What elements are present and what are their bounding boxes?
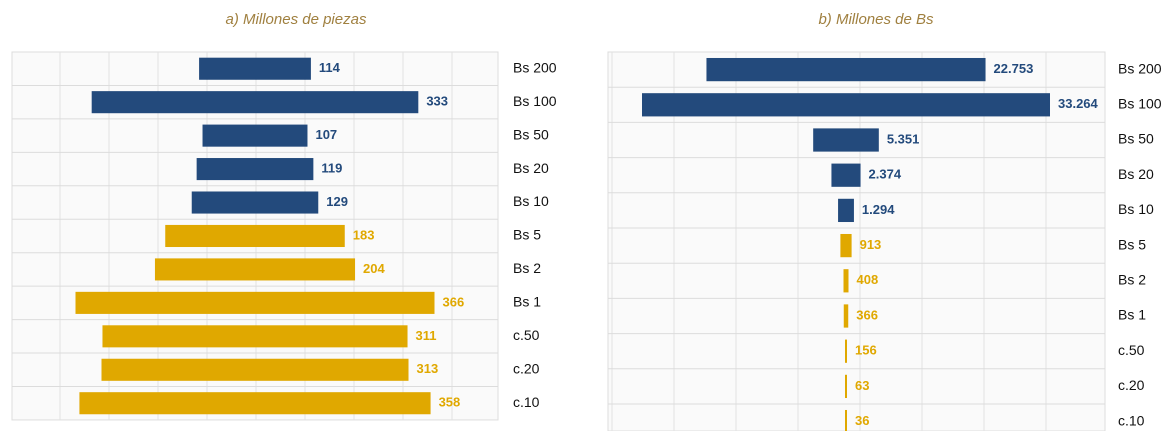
value-label: 204 <box>363 261 385 276</box>
value-label: 358 <box>439 395 461 410</box>
category-label: Bs 10 <box>513 193 549 209</box>
bar <box>202 124 308 147</box>
bar <box>845 374 847 399</box>
category-label: Bs 50 <box>1118 131 1154 147</box>
bar <box>75 291 435 314</box>
bar <box>199 57 311 80</box>
chart-title: a) Millones de piezas <box>226 11 367 28</box>
bar <box>845 409 847 431</box>
category-label: c.50 <box>513 327 540 343</box>
value-label: 107 <box>315 127 337 142</box>
bar <box>840 233 852 258</box>
bar <box>845 339 847 363</box>
value-label: 366 <box>443 294 465 309</box>
value-label: 366 <box>856 307 878 322</box>
bar <box>191 191 319 214</box>
category-label: c.50 <box>1118 342 1145 358</box>
category-label: c.20 <box>1118 377 1145 393</box>
bar <box>642 93 1050 117</box>
value-label: 63 <box>855 378 869 393</box>
value-label: 156 <box>855 343 877 358</box>
bar <box>102 325 408 348</box>
category-label: c.20 <box>513 360 540 376</box>
bar <box>91 91 419 114</box>
category-label: Bs 10 <box>1118 201 1154 217</box>
bar <box>79 392 431 415</box>
category-label: Bs 5 <box>1118 236 1146 252</box>
category-label: Bs 50 <box>513 126 549 142</box>
value-label: 183 <box>353 227 375 242</box>
category-label: Bs 1 <box>513 294 541 310</box>
chart-title: b) Millones de Bs <box>818 11 934 28</box>
category-label: Bs 20 <box>513 160 549 176</box>
value-label: 913 <box>860 237 882 252</box>
bar <box>196 158 314 181</box>
value-label: 5.351 <box>887 131 920 146</box>
category-label: Bs 5 <box>513 227 541 243</box>
bar <box>843 269 849 293</box>
value-label: 1.294 <box>862 202 895 217</box>
value-label: 36 <box>855 413 869 428</box>
category-label: Bs 2 <box>513 260 541 276</box>
value-label: 119 <box>321 161 342 176</box>
category-label: Bs 200 <box>513 59 557 75</box>
value-label: 22.753 <box>994 61 1034 76</box>
value-label: 333 <box>426 94 448 109</box>
bar <box>165 224 345 248</box>
bar <box>831 163 861 187</box>
bar <box>813 128 879 152</box>
category-label: Bs 1 <box>1118 307 1146 323</box>
bar <box>154 258 356 281</box>
value-label: 408 <box>857 272 879 287</box>
value-label: 311 <box>416 328 437 343</box>
bar <box>843 304 849 328</box>
bar <box>101 358 409 381</box>
value-label: 129 <box>326 194 348 209</box>
category-label: Bs 200 <box>1118 60 1162 76</box>
bar <box>706 57 986 82</box>
category-label: Bs 2 <box>1118 272 1146 288</box>
value-label: 114 <box>319 60 341 75</box>
category-label: Bs 20 <box>1118 166 1154 182</box>
category-label: Bs 100 <box>513 93 557 109</box>
category-label: Bs 100 <box>1118 96 1162 112</box>
value-label: 2.374 <box>869 167 902 182</box>
bar <box>838 198 854 223</box>
value-label: 33.264 <box>1058 96 1099 111</box>
category-label: c.10 <box>513 394 540 410</box>
category-label: c.10 <box>1118 412 1145 428</box>
value-label: 313 <box>417 361 439 376</box>
